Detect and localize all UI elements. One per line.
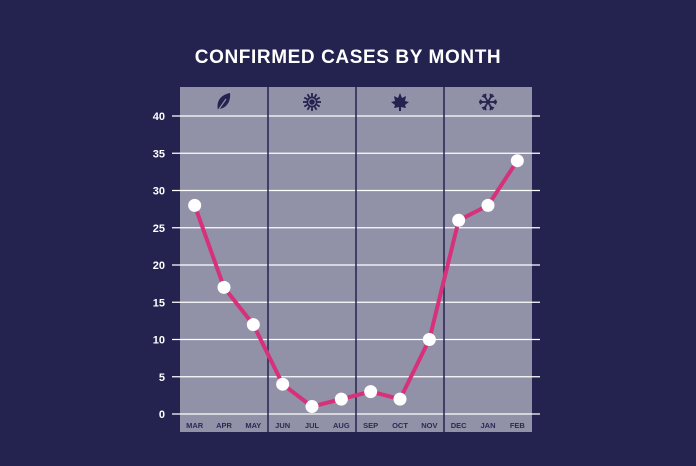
x-tick-label: JUL — [305, 421, 320, 430]
chart-title: CONFIRMED CASES BY MONTH — [194, 47, 502, 68]
data-point — [334, 392, 348, 406]
x-tick-label: FEB — [510, 421, 526, 430]
y-tick-label: 30 — [153, 186, 165, 198]
y-tick-label: 20 — [153, 260, 165, 272]
x-tick-label: NOV — [421, 421, 437, 430]
x-tick-label: OCT — [392, 421, 408, 430]
sun-icon — [303, 93, 321, 111]
y-tick-label: 0 — [159, 409, 165, 421]
x-tick-label: JAN — [480, 421, 495, 430]
data-point — [276, 377, 290, 391]
snowflake-icon — [479, 93, 497, 111]
data-point — [364, 385, 378, 399]
data-point — [510, 154, 524, 168]
x-tick-label: JUN — [275, 421, 290, 430]
x-tick-label: DEC — [451, 421, 467, 430]
y-tick-label: 10 — [153, 335, 165, 347]
data-point — [422, 333, 436, 346]
data-point — [188, 198, 202, 212]
maple-leaf-icon — [391, 93, 409, 111]
y-tick-label: 25 — [153, 223, 165, 235]
data-point — [305, 400, 319, 414]
x-tick-label: MAY — [245, 421, 261, 430]
y-tick-label: 35 — [153, 148, 165, 160]
leaf-icon — [216, 93, 231, 113]
y-tick-label: 15 — [153, 297, 165, 309]
data-point — [393, 392, 407, 406]
x-tick-label: APR — [216, 421, 232, 430]
x-tick-label: AUG — [333, 421, 350, 430]
data-point — [217, 280, 231, 294]
data-point — [481, 198, 495, 212]
x-tick-label: MAR — [186, 421, 204, 430]
data-point — [452, 213, 466, 227]
y-tick-label: 40 — [153, 111, 165, 123]
data-point — [246, 318, 260, 332]
y-tick-label: 5 — [159, 372, 165, 384]
x-tick-label: SEP — [363, 421, 378, 430]
